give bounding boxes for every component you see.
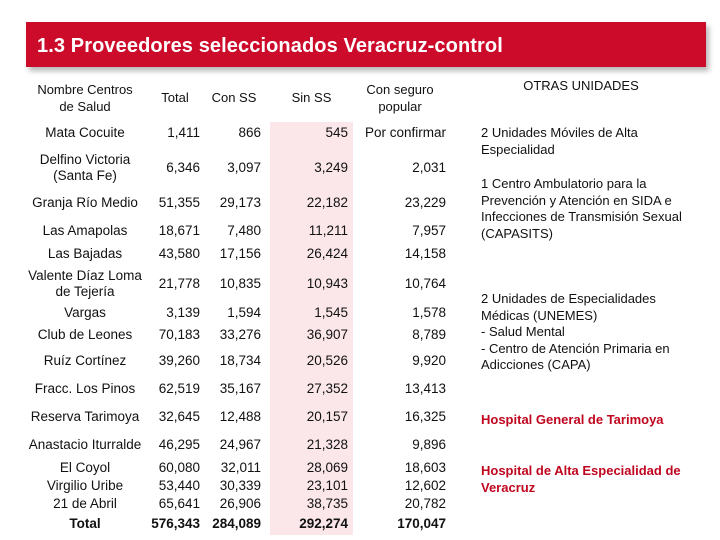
row-name: Vargas: [64, 305, 106, 320]
row-name: Las Bajadas: [47, 246, 123, 261]
row-seguro-popular: 23,229: [404, 195, 446, 210]
header-nombre: Nombre Centros de Salud: [37, 82, 133, 114]
row-sin-ss: 1,545: [314, 305, 348, 320]
row-name: El Coyol: [59, 460, 111, 475]
row-con-ss: 3,097: [227, 160, 261, 175]
row-con-ss: 18,734: [219, 353, 261, 368]
row-con-ss: 32,011: [220, 460, 261, 475]
header-seguro-popular: Con seguro popular: [366, 82, 434, 114]
row-con-ss: 30,339: [219, 478, 261, 493]
row-name: Fracc. Los Pinos: [34, 381, 136, 396]
row-sin-ss: 292,274: [299, 516, 348, 531]
hospital-alta-especialidad: Hospital de Alta Especialidad de Veracru…: [481, 463, 681, 495]
row-seguro-popular: 9,896: [412, 437, 446, 452]
row-total: 46,295: [158, 437, 200, 452]
row-con-ss: 33,276: [219, 327, 261, 342]
header-con-ss: Con SS: [211, 90, 257, 105]
otra-unidad-capasits: 1 Centro Ambulatorio para la Prevención …: [481, 176, 682, 241]
row-sin-ss: 28,069: [306, 460, 348, 475]
row-total: 21,778: [158, 276, 200, 291]
row-con-ss: 284,089: [212, 516, 261, 531]
row-sin-ss: 22,182: [306, 195, 348, 210]
row-seguro-popular: 13,413: [404, 381, 446, 396]
row-sin-ss: 38,735: [306, 496, 348, 511]
row-total: 65,641: [158, 496, 200, 511]
row-name: Delfino Victoria (Santa Fe): [39, 152, 131, 183]
row-sin-ss: 11,211: [308, 223, 348, 238]
row-name: Ruíz Cortínez: [43, 353, 127, 368]
row-con-ss: 7,480: [227, 223, 261, 238]
row-seguro-popular: 1,578: [412, 305, 446, 320]
hospital-general-tarimoya: Hospital General de Tarimoya: [481, 412, 664, 427]
row-sin-ss: 20,526: [306, 353, 348, 368]
row-con-ss: 10,835: [219, 276, 261, 291]
row-sin-ss: 26,424: [306, 246, 348, 261]
row-seguro-popular: 2,031: [412, 160, 446, 175]
row-sin-ss: 545: [325, 125, 348, 140]
row-sin-ss: 21,328: [306, 437, 348, 452]
row-sin-ss: 3,249: [314, 160, 348, 175]
row-con-ss: 17,156: [219, 246, 261, 261]
row-total: 43,580: [158, 246, 200, 261]
row-name: Mata Cocuite: [45, 125, 125, 140]
header-sin-ss: Sin SS: [291, 90, 332, 105]
row-total: 3,139: [166, 305, 200, 320]
row-name: Anastacio Iturralde: [28, 437, 142, 452]
row-seguro-popular: 8,789: [412, 327, 446, 342]
row-total: 60,080: [158, 460, 200, 475]
row-name: Virgilio Uribe: [46, 478, 124, 493]
row-total: 18,671: [158, 223, 200, 238]
row-con-ss: 24,967: [219, 437, 261, 452]
row-seguro-popular: 7,957: [412, 223, 446, 238]
row-seguro-popular: Por confirmar: [364, 125, 446, 140]
row-name: 21 de Abril: [53, 496, 117, 511]
row-total: 53,440: [158, 478, 200, 493]
title-bar: 1.3 Proveedores seleccionados Veracruz-c…: [26, 22, 706, 67]
row-con-ss: 29,173: [219, 195, 261, 210]
row-name: Total: [69, 516, 101, 531]
row-seguro-popular: 170,047: [397, 516, 446, 531]
row-con-ss: 866: [238, 125, 261, 140]
row-sin-ss: 27,352: [306, 381, 348, 396]
header-otras-unidades: OTRAS UNIDADES: [523, 78, 639, 93]
header-total: Total: [161, 90, 189, 105]
row-sin-ss: 23,101: [306, 478, 348, 493]
row-con-ss: 1,594: [227, 305, 261, 320]
row-sin-ss: 10,943: [306, 276, 348, 291]
row-seguro-popular: 14,158: [404, 246, 446, 261]
otra-unidad-moviles: 2 Unidades Móviles de Alta Especialidad: [481, 125, 638, 157]
row-total: 39,260: [158, 353, 200, 368]
row-total: 51,355: [158, 195, 200, 210]
row-name: Club de Leones: [37, 327, 133, 342]
row-con-ss: 26,906: [219, 496, 261, 511]
row-seguro-popular: 10,764: [404, 276, 446, 291]
otra-unidad-unemes: 2 Unidades de Especialidades Médicas (UN…: [481, 291, 670, 372]
row-total: 62,519: [158, 381, 200, 396]
row-con-ss: 35,167: [219, 381, 261, 396]
row-seguro-popular: 9,920: [412, 353, 446, 368]
row-sin-ss: 36,907: [306, 327, 348, 342]
row-seguro-popular: 12,602: [404, 478, 446, 493]
row-sin-ss: 20,157: [306, 409, 348, 424]
row-seguro-popular: 20,782: [404, 496, 446, 511]
row-total: 70,183: [158, 327, 200, 342]
row-name: Reserva Tarimoya: [30, 409, 140, 424]
row-name: Valente Díaz Loma de Tejería: [28, 268, 142, 299]
row-total: 32,645: [158, 409, 200, 424]
row-name: Granja Río Medio: [32, 195, 138, 210]
row-con-ss: 12,488: [219, 409, 261, 424]
row-total: 1,411: [167, 125, 200, 140]
row-seguro-popular: 18,603: [404, 460, 446, 475]
row-seguro-popular: 16,325: [404, 409, 446, 424]
row-name: Las Amapolas: [42, 223, 128, 238]
row-total: 6,346: [166, 160, 200, 175]
page-title: 1.3 Proveedores seleccionados Veracruz-c…: [37, 35, 503, 57]
sin-ss-column-band: [270, 122, 353, 535]
row-total: 576,343: [151, 516, 200, 531]
